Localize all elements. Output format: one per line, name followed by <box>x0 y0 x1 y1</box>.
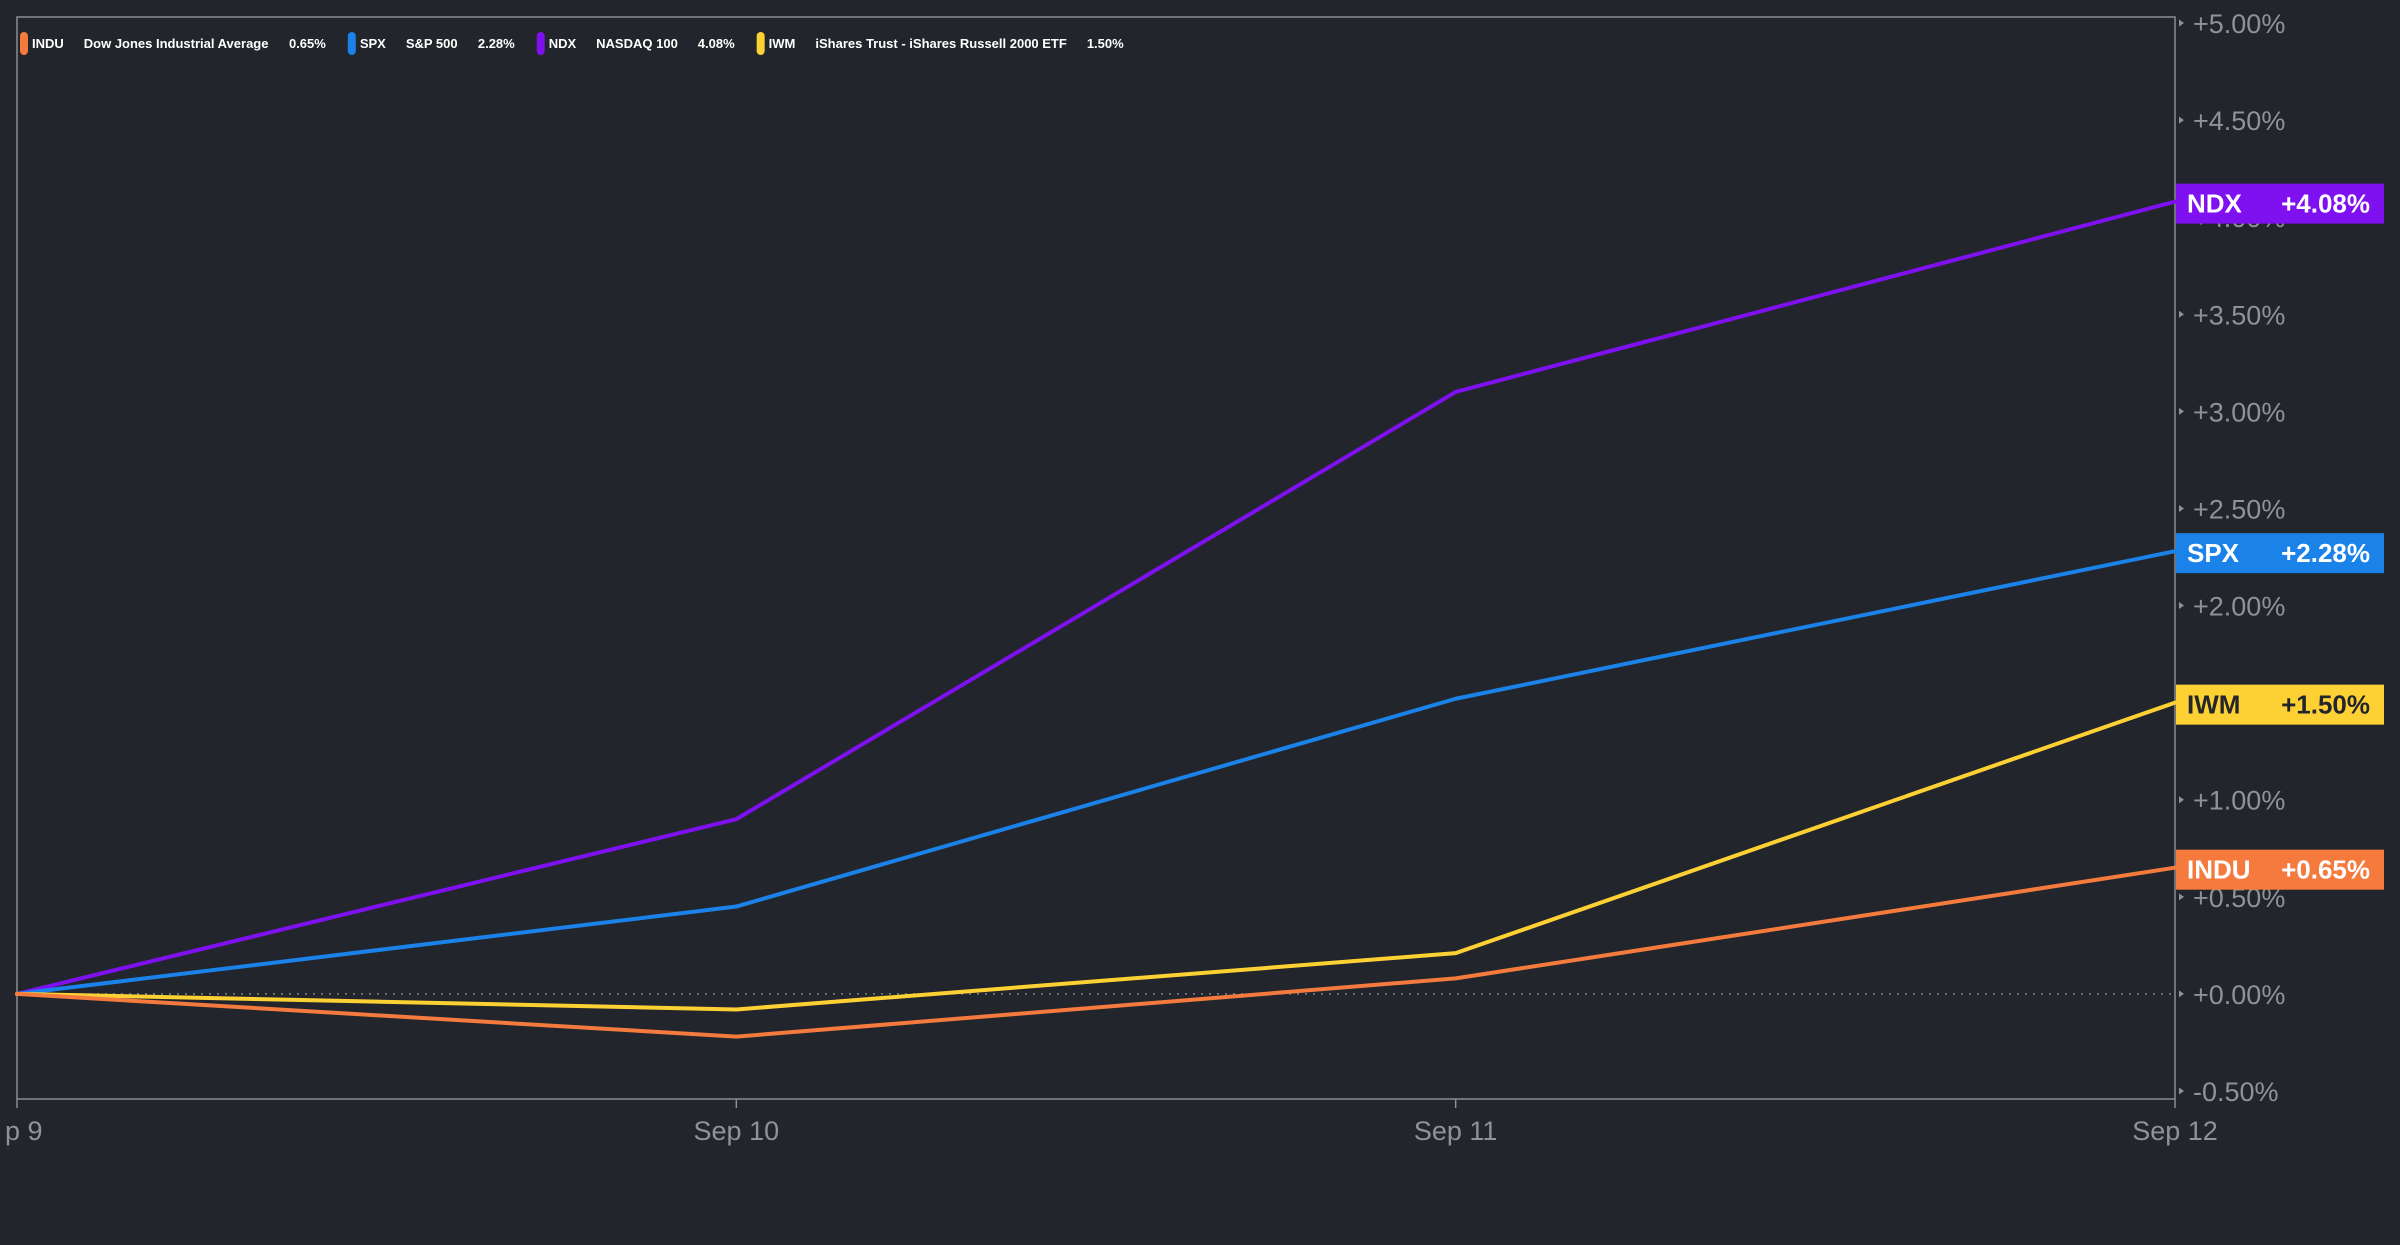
y-tick-label: +2.00% <box>2193 592 2285 622</box>
y-tick-mark <box>2179 990 2184 998</box>
y-tick-label: +5.00% <box>2193 9 2285 39</box>
y-tick-label: +0.00% <box>2193 980 2285 1010</box>
value-tag-value: +1.50% <box>2281 690 2370 720</box>
value-tag-background <box>2176 684 2384 725</box>
legend-change: 4.08% <box>698 36 735 51</box>
legend-swatch <box>20 32 28 55</box>
y-tick-mark <box>2179 407 2184 415</box>
series-lines <box>15 199 2177 1039</box>
y-tick-mark <box>2179 796 2184 804</box>
y-tick-mark <box>2179 19 2184 27</box>
legend-swatch <box>347 32 356 55</box>
value-tag-symbol: IWM <box>2187 690 2240 720</box>
value-tag-background <box>2176 533 2384 574</box>
value-tag-value: +0.65% <box>2281 855 2370 885</box>
y-tick-mark <box>2179 602 2184 610</box>
legend-swatch <box>536 32 545 55</box>
x-tick-label: Sep 11 <box>1414 1116 1498 1146</box>
legend-swatch <box>756 32 765 55</box>
legend-symbol: SPX <box>360 36 386 51</box>
y-tick-mark <box>2179 116 2184 124</box>
y-tick-mark <box>2179 504 2184 512</box>
value-tag-symbol: INDU <box>2187 855 2251 885</box>
legend-symbol: NDX <box>549 36 577 51</box>
y-tick-label: +4.50% <box>2193 106 2285 136</box>
value-tag-value: +2.28% <box>2281 538 2370 568</box>
value-tag-iwm: IWM +1.50% <box>2176 684 2384 725</box>
plot-border <box>16 16 2176 1100</box>
plot-frame <box>16 16 2176 1100</box>
series-line-iwm <box>15 700 2177 1012</box>
y-tick-mark <box>2179 1087 2184 1095</box>
legend-change: 0.65% <box>289 36 326 51</box>
legend-change: 2.28% <box>478 36 515 51</box>
last-value-tags: INDU +0.65% SPX +2.28% NDX +4.08% IWM +1.50% <box>2176 183 2384 890</box>
value-tag-ndx: NDX +4.08% <box>2176 183 2384 224</box>
y-tick-mark <box>2179 310 2184 318</box>
y-tick-label: +2.50% <box>2193 494 2285 524</box>
legend-item-indu: INDU Dow Jones Industrial Average 0.65% <box>20 32 326 55</box>
legend-item-iwm: IWM iShares Trust - iShares Russell 2000 … <box>756 32 1124 55</box>
value-tag-indu: INDU +0.65% <box>2176 849 2384 890</box>
legend-item-ndx: NDX NASDAQ 100 4.08% <box>536 32 735 55</box>
x-tick-label: Sep 12 <box>2132 1116 2218 1146</box>
legend: INDU Dow Jones Industrial Average 0.65% SPX… <box>20 32 1124 55</box>
y-tick-mark <box>2179 893 2184 901</box>
legend-item-spx: SPX S&P 500 2.28% <box>347 32 515 55</box>
value-tag-spx: SPX +2.28% <box>2176 533 2384 574</box>
y-tick-label: +1.00% <box>2193 786 2285 816</box>
series-line-ndx <box>15 199 2177 996</box>
x-tick-label: Sep 10 <box>694 1116 780 1146</box>
x-tick-label: p 9 <box>5 1116 43 1146</box>
y-tick-label: +3.00% <box>2193 397 2285 427</box>
legend-description: Dow Jones Industrial Average <box>84 36 269 51</box>
y-tick-label: +3.50% <box>2193 300 2285 330</box>
series-line-indu <box>15 865 2177 1039</box>
value-tag-value: +4.08% <box>2281 189 2370 219</box>
legend-description: S&P 500 <box>406 36 458 51</box>
value-tag-symbol: NDX <box>2187 189 2243 219</box>
legend-description: iShares Trust - iShares Russell 2000 ETF <box>815 36 1067 51</box>
value-tag-background <box>2176 849 2384 890</box>
value-tag-background <box>2176 183 2384 224</box>
series-line-spx <box>15 549 2177 996</box>
value-tag-symbol: SPX <box>2187 538 2240 568</box>
legend-symbol: INDU <box>32 36 64 51</box>
y-tick-label: -0.50% <box>2193 1077 2279 1107</box>
legend-description: NASDAQ 100 <box>596 36 678 51</box>
legend-symbol: IWM <box>769 36 796 51</box>
x-axis: p 9 Sep 10 Sep 11 Sep 12 <box>5 1099 2218 1146</box>
legend-change: 1.50% <box>1087 36 1124 51</box>
